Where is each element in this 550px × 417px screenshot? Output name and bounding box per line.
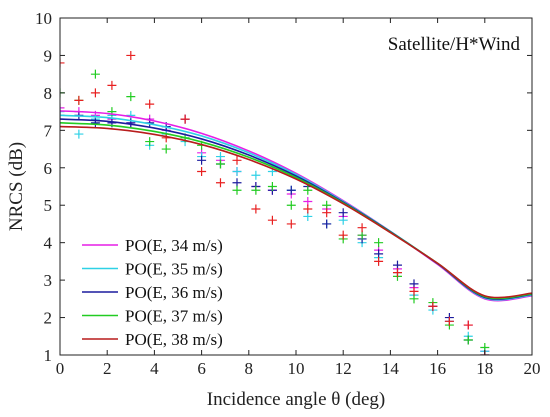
legend: PO(E, 34 m/s) PO(E, 35 m/s) PO(E, 36 m/s) P… (82, 236, 223, 349)
x-tick-label: 12 (335, 359, 352, 378)
scatter-point (374, 238, 384, 248)
scatter-point (232, 155, 242, 165)
legend-label: PO(E, 34 m/s) (125, 236, 223, 255)
scatter-point (286, 185, 296, 195)
scatter-point (251, 170, 261, 180)
scatter-point (286, 200, 296, 210)
scatter-point (74, 95, 84, 105)
scatter-point (90, 69, 100, 79)
scatter-point (90, 88, 100, 98)
x-tick-label: 10 (288, 359, 305, 378)
plot-frame (59, 17, 533, 356)
y-tick-label: 2 (44, 309, 53, 328)
y-tick-label: 8 (44, 84, 53, 103)
x-tick-label: 20 (524, 359, 541, 378)
scatter-point (303, 204, 313, 214)
y-axis-label: NRCS (dB) (6, 142, 27, 231)
legend-label: PO(E, 36 m/s) (125, 283, 223, 302)
y-tick-label: 10 (35, 9, 52, 28)
y-tick-label: 7 (44, 121, 53, 140)
x-tick-label: 2 (103, 359, 112, 378)
scatter-point (232, 167, 242, 177)
x-tick-label: 18 (476, 359, 493, 378)
scatter-point (197, 167, 207, 177)
scatter-point (338, 230, 348, 240)
x-tick-label: 4 (150, 359, 159, 378)
scatter-point (126, 50, 136, 60)
scatter-point (197, 155, 207, 165)
scatter-point (74, 129, 84, 139)
scatter-point (251, 185, 261, 195)
scatter-point (145, 99, 155, 109)
scatter-point (161, 144, 171, 154)
scatter-point (180, 114, 190, 124)
y-tick-label: 9 (44, 46, 53, 65)
scatter-point (267, 182, 277, 191)
scatter-point (60, 58, 65, 68)
scatter-point (428, 301, 438, 311)
scatter-point (303, 185, 313, 195)
scatter-point (322, 219, 332, 229)
scatter-point (215, 178, 225, 188)
series-line (60, 125, 532, 299)
x-tick-label: 16 (429, 359, 446, 378)
y-tick-label: 5 (44, 196, 53, 215)
y-tick-label: 4 (44, 234, 53, 253)
scatter-point (374, 256, 384, 266)
x-axis-label: Incidence angle θ (deg) (207, 389, 385, 410)
scatter-point (409, 286, 419, 296)
scatter-point (444, 316, 454, 326)
scatter-point (463, 320, 473, 330)
legend-label: PO(E, 38 m/s) (125, 330, 223, 349)
x-tick-label: 0 (56, 359, 65, 378)
y-tick-label: 1 (44, 346, 53, 365)
scatter-point (145, 137, 155, 147)
scatter-point (338, 208, 348, 218)
legend-label: PO(E, 37 m/s) (125, 307, 223, 326)
scatter-point (232, 185, 242, 195)
scatter-point (215, 159, 225, 169)
scatter-point (60, 103, 65, 113)
scatter-point (251, 204, 261, 214)
scatter-point (357, 223, 367, 233)
scatter-point (267, 215, 277, 225)
chart-annotation: Satellite/H*Wind (388, 34, 521, 55)
legend-label: PO(E, 35 m/s) (125, 260, 223, 279)
x-tick-label: 6 (197, 359, 206, 378)
scatter-point (392, 268, 402, 278)
y-tick-label: 3 (44, 271, 53, 290)
scatter-point (286, 219, 296, 229)
scatter-point (463, 335, 473, 345)
y-tick-label: 6 (44, 159, 53, 178)
scatter-point (126, 92, 136, 102)
scatter-point (107, 80, 117, 90)
x-tick-label: 8 (245, 359, 254, 378)
x-tick-label: 14 (382, 359, 400, 378)
scatter-point (322, 208, 332, 218)
